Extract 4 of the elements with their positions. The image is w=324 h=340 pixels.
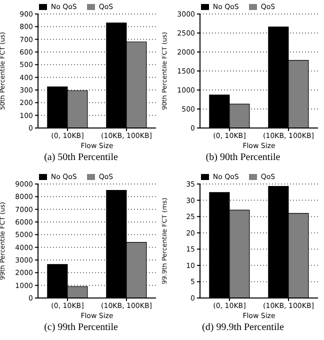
text: (d) 99.9th Percentile [201, 322, 285, 333]
text: (b) 90th Percentile [204, 152, 282, 163]
text: (a) 50th Percentile [43, 152, 119, 163]
text: (c) 99th Percentile [43, 322, 119, 333]
